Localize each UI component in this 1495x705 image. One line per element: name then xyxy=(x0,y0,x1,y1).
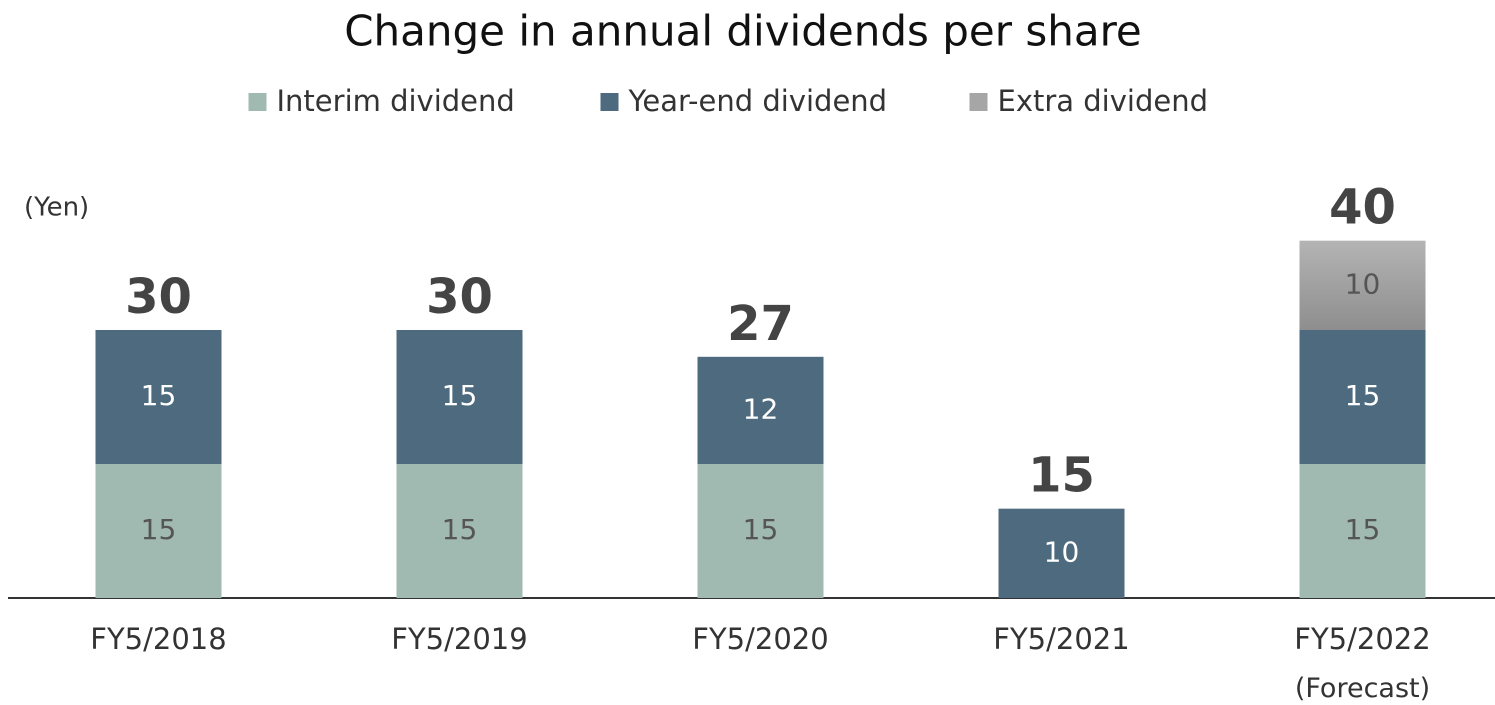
chart-title: Change in annual dividends per share xyxy=(344,7,1142,56)
segment-label: 10 xyxy=(1345,267,1381,300)
segment-label: 12 xyxy=(743,392,779,425)
y-axis-label: (Yen) xyxy=(24,193,89,223)
legend-swatch xyxy=(600,93,619,111)
segment-label: 15 xyxy=(141,513,177,546)
bar-segment xyxy=(998,508,1125,598)
bar-segment xyxy=(396,330,523,464)
legend-swatch xyxy=(969,93,988,111)
segment-label: 15 xyxy=(1345,379,1381,412)
x-tick-label: FY5/2022 (Forecast) xyxy=(1294,622,1430,704)
segment-label: 15 xyxy=(1345,513,1381,546)
total-label: 30 xyxy=(125,269,192,325)
bar-segment xyxy=(1299,330,1426,464)
legend-label: Extra dividend xyxy=(998,84,1209,118)
total-label: 15 xyxy=(1028,448,1095,504)
legend-swatch xyxy=(248,93,267,111)
segment-label: 15 xyxy=(442,379,478,412)
legend-label: Interim dividend xyxy=(277,84,515,118)
bar-segment xyxy=(1299,464,1426,598)
total-label: 40 xyxy=(1329,180,1396,236)
total-label: 27 xyxy=(727,296,794,352)
x-tick-label: FY5/2021 xyxy=(993,622,1129,656)
bar-segment xyxy=(1299,240,1426,330)
segment-label: 15 xyxy=(743,513,779,546)
bar-segment xyxy=(697,356,824,464)
x-tick-label: FY5/2019 xyxy=(391,622,527,656)
bar-segment xyxy=(396,464,523,598)
x-tick-label: FY5/2018 xyxy=(90,622,226,656)
total-label: 30 xyxy=(426,269,493,325)
x-tick-label: FY5/2020 xyxy=(692,622,828,656)
segment-label: 15 xyxy=(442,513,478,546)
bar-segment xyxy=(95,464,222,598)
bar-segment xyxy=(95,330,222,464)
segment-label: 15 xyxy=(141,379,177,412)
segment-label: 10 xyxy=(1044,535,1080,568)
legend-label: Year-end dividend xyxy=(628,84,888,118)
bar-segment xyxy=(697,464,824,598)
